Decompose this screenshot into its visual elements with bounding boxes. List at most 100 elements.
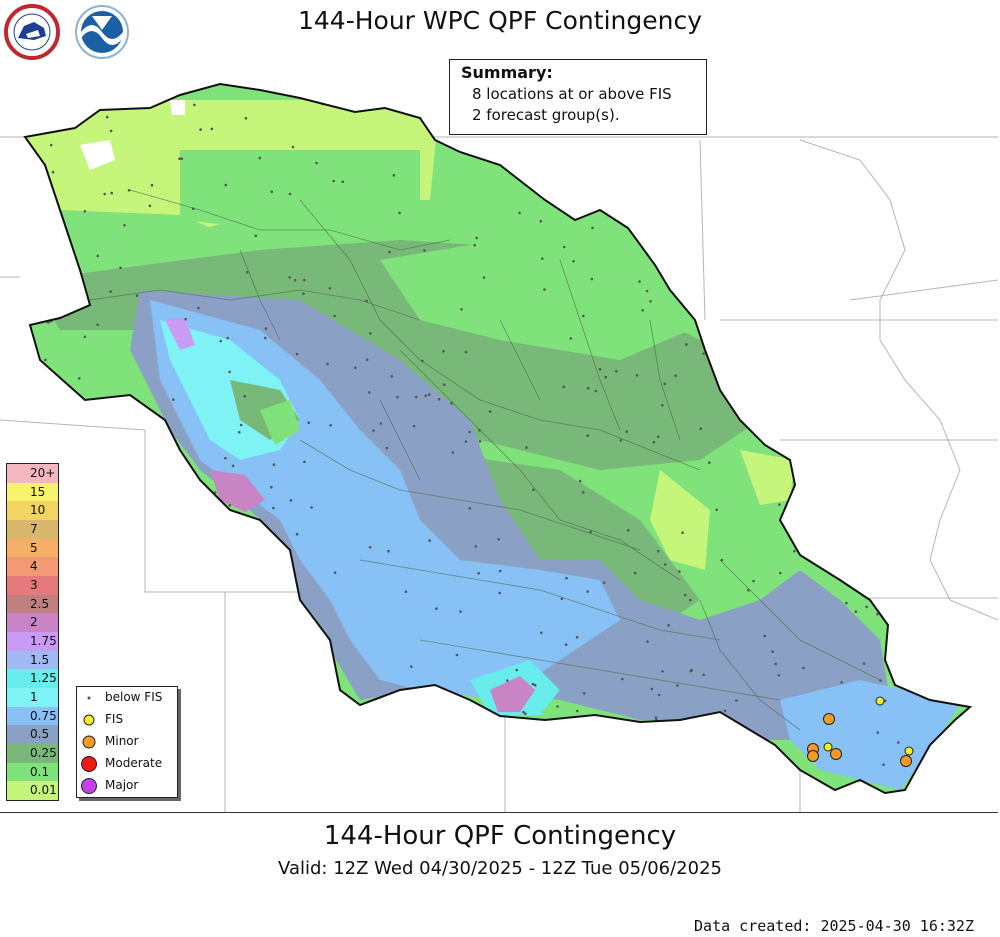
- legend-label: Moderate: [105, 756, 163, 770]
- gauge-dot: [698, 782, 702, 785]
- gauge-dot: [720, 558, 724, 562]
- gauge-dot: [54, 284, 57, 288]
- marker-fis[interactable]: [875, 696, 885, 706]
- legend-label: Minor: [105, 734, 139, 748]
- gauge-dot: [228, 504, 232, 507]
- gauge-dot: [863, 175, 866, 178]
- colorbar-entry: 1.75: [7, 632, 58, 651]
- gauge-dot: [802, 666, 805, 670]
- marker-minor[interactable]: [830, 748, 842, 760]
- gauge-dot: [428, 539, 431, 542]
- colorbar-swatch: [7, 688, 58, 707]
- colorbar-entry: 3: [7, 576, 58, 595]
- gauge-dot: [575, 635, 579, 639]
- gauge-dot: [398, 211, 401, 215]
- gauge-dot: [243, 395, 247, 398]
- gauge-dot: [464, 350, 468, 354]
- gauge-dot: [926, 537, 929, 540]
- gauge-dot: [434, 114, 438, 117]
- gauge-dot: [777, 429, 781, 433]
- marker-fis[interactable]: [904, 746, 914, 756]
- gauge-dot: [270, 485, 273, 489]
- gauge-dot: [405, 745, 409, 749]
- gauge-dot: [879, 679, 882, 682]
- gauge-dot: [338, 101, 342, 105]
- colorbar-entry: 2.5: [7, 594, 58, 614]
- gauge-dot: [437, 397, 441, 401]
- gauge-dot: [565, 576, 568, 580]
- colorbar-entry: 20+: [7, 464, 58, 483]
- gauge-dot: [50, 192, 54, 195]
- gauge-dot: [853, 285, 856, 288]
- gauge-dot: [663, 140, 666, 143]
- valid-period: Valid: 12Z Wed 04/30/2025 - 12Z Tue 05/0…: [278, 858, 722, 879]
- gauge-dot: [83, 210, 87, 213]
- gauge-dot: [676, 684, 679, 687]
- gauge-dot: [230, 642, 234, 645]
- gauge-dot: [936, 120, 939, 124]
- colorbar-swatch: [7, 557, 58, 576]
- gauge-dot: [665, 270, 668, 273]
- marker-fis[interactable]: [823, 742, 833, 752]
- gauge-dot: [793, 549, 796, 553]
- gauge-dot: [702, 673, 705, 677]
- gauge-dot: [656, 435, 660, 439]
- gauge-dot: [657, 693, 661, 697]
- gauge-dot: [477, 572, 481, 575]
- gauge-dot: [702, 352, 705, 356]
- gauge-dot: [530, 182, 534, 186]
- colorbar-label: 0.01: [30, 783, 57, 798]
- gauge-dot: [711, 99, 715, 102]
- gauge-dot: [769, 344, 772, 347]
- gauge-dot: [482, 276, 486, 279]
- gauge-dot: [412, 424, 416, 428]
- gauge-dot: [779, 571, 782, 575]
- gauge-dot: [663, 563, 667, 566]
- gauge-dot: [591, 226, 594, 230]
- gauge-dot: [654, 716, 658, 719]
- gauge-dot: [813, 222, 816, 226]
- legend-symbol-icon: [82, 735, 96, 749]
- gauge-dot: [602, 581, 606, 584]
- legend-label: FIS: [105, 712, 124, 726]
- gauge-dot: [563, 178, 566, 181]
- gauge-dot: [300, 721, 303, 725]
- gauge-dot: [770, 383, 774, 387]
- gauge-dot: [879, 286, 883, 289]
- colorbar-entry: 0.1: [7, 762, 58, 782]
- colorbar-swatch: [7, 669, 58, 688]
- gauge-dot: [310, 506, 313, 509]
- colorbar-swatch: [7, 520, 58, 539]
- gauge-dot: [735, 699, 738, 702]
- gauge-dot: [888, 260, 891, 264]
- gauge-dot: [148, 204, 152, 208]
- colorbar-label: 2.5: [30, 596, 50, 611]
- gauge-dot: [196, 575, 199, 579]
- gauge-dot: [553, 157, 557, 161]
- marker-minor[interactable]: [823, 713, 835, 725]
- gauge-dot: [298, 645, 302, 649]
- marker-minor[interactable]: [900, 755, 912, 767]
- gauge-dot: [333, 571, 337, 574]
- gauge-dot: [708, 461, 711, 465]
- gauge-dot: [396, 395, 399, 399]
- gauge-dot: [484, 730, 487, 734]
- gauge-dot: [141, 649, 145, 652]
- gauge-dot: [575, 709, 579, 713]
- gauge-dot: [141, 423, 144, 426]
- gauge-dot: [40, 425, 44, 429]
- gauge-dot: [661, 670, 664, 673]
- colorbar-label: 10: [30, 503, 46, 518]
- colorbar-swatch: [7, 725, 58, 744]
- gauge-dot: [533, 683, 537, 687]
- gauge-dot: [854, 610, 858, 613]
- gauge-dot: [460, 308, 463, 311]
- gauge-dot: [889, 315, 893, 318]
- legend-item: FIS: [77, 709, 177, 731]
- colorbar-swatch: [7, 781, 58, 800]
- gauge-dot: [390, 375, 394, 378]
- gauge-dot: [68, 562, 72, 565]
- marker-minor[interactable]: [807, 750, 819, 762]
- gauge-dot: [851, 213, 855, 216]
- gauge-dot: [635, 374, 639, 377]
